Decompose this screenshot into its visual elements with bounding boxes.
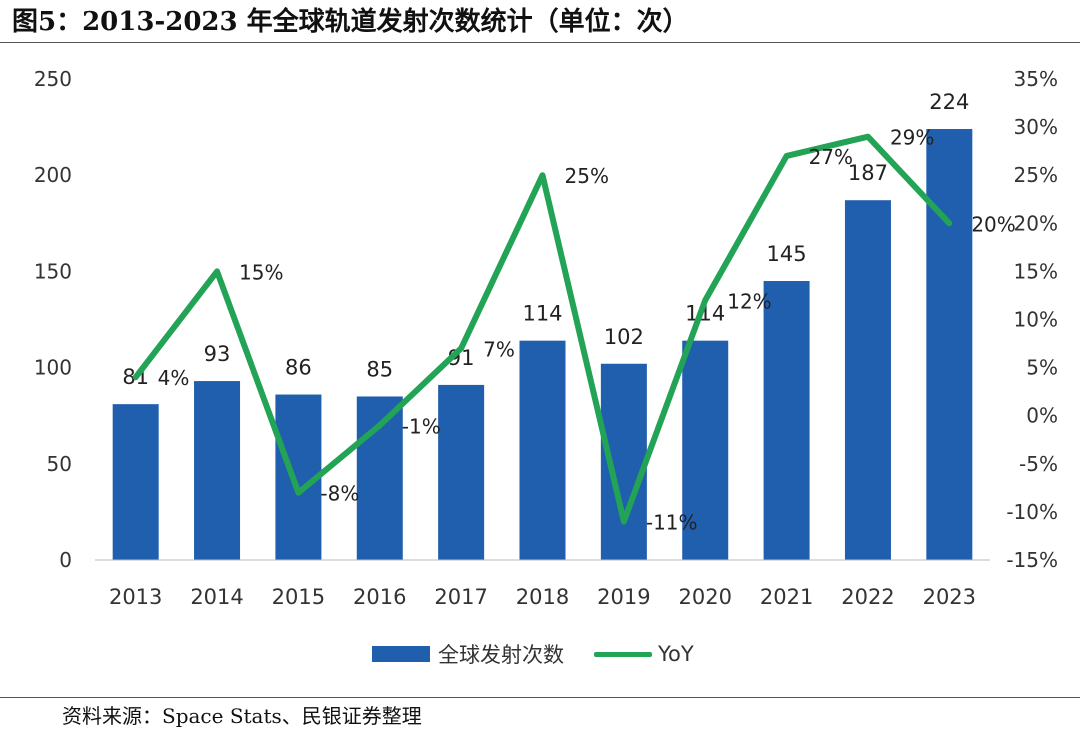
launch-chart: 0 50 100 150 200 250 -15% -10% -5% 0% 5% 10% 15% 20%…: [34, 67, 1058, 609]
yoy-value-label: 15%: [239, 260, 283, 284]
x-axis-tick-label: 2022: [841, 585, 894, 609]
bar-value-label: 114: [522, 302, 562, 326]
bar: [112, 404, 159, 560]
figure-title: 图5：2013-2023 年全球轨道发射次数统计（单位：次）: [12, 7, 689, 37]
title-divider: [0, 42, 1080, 43]
bar-value-label: 187: [848, 161, 888, 185]
left-axis-tick-label: 250: [34, 67, 72, 91]
legend-line-label: YoY: [658, 642, 694, 666]
bar: [926, 129, 973, 561]
left-axis-tick-label: 0: [59, 548, 72, 572]
right-axis-tick-label: -10%: [1006, 500, 1058, 524]
bar: [438, 384, 485, 560]
bar: [356, 396, 403, 560]
bar-value-label: 93: [204, 342, 231, 366]
bar: [763, 281, 810, 560]
right-axis-tick-label: 5%: [1026, 356, 1058, 380]
legend-bar-label: 全球发射次数: [438, 643, 564, 667]
x-axis-tick-label: 2017: [434, 585, 487, 609]
yoy-labels: 4% 15% -8% -1% 7% 25% -11% 12% 27% 29% 20%: [158, 126, 1016, 535]
bar-value-label: 145: [767, 242, 807, 266]
yoy-value-label: 20%: [971, 212, 1015, 236]
right-axis-tick-label: 25%: [1014, 163, 1058, 187]
x-axis-tick-label: 2013: [109, 585, 162, 609]
bar: [194, 381, 241, 560]
yoy-value-label: 25%: [565, 164, 609, 188]
legend-bar-swatch: [372, 646, 430, 662]
left-axis-tick-label: 150: [34, 259, 72, 283]
right-axis-tick-label: 0%: [1026, 404, 1058, 428]
yoy-series: [132, 133, 953, 525]
right-axis-tick-label: 15%: [1014, 259, 1058, 283]
source-note: 资料来源：Space Stats、民银证券整理: [62, 704, 422, 728]
left-axis-tick-label: 50: [47, 452, 72, 476]
right-axis-tick-label: -5%: [1019, 452, 1058, 476]
right-axis-tick-label: 20%: [1014, 211, 1058, 235]
x-axis-tick-label: 2018: [516, 585, 569, 609]
yoy-value-label: 4%: [158, 366, 190, 390]
x-axis-tick-label: 2019: [597, 585, 650, 609]
bar: [844, 200, 891, 560]
x-axis: 2013 2014 2015 2016 2017 2018 2019 2020 2021 2022…: [95, 559, 990, 609]
legend-line-swatch: [594, 651, 652, 657]
x-axis-tick-label: 2021: [760, 585, 813, 609]
x-axis-tick-label: 2016: [353, 585, 406, 609]
yoy-value-label: 12%: [727, 289, 771, 313]
yoy-value-label: 27%: [809, 145, 853, 169]
x-axis-tick-label: 2023: [923, 585, 976, 609]
yoy-value-label: 29%: [890, 126, 934, 150]
left-axis-tick-label: 200: [34, 163, 72, 187]
x-axis-tick-label: 2020: [679, 585, 732, 609]
bar: [519, 340, 566, 560]
yoy-value-label: -8%: [320, 482, 359, 506]
x-axis-tick-label: 2014: [190, 585, 243, 609]
bar-value-label: 102: [604, 325, 644, 349]
right-axis-tick-label: 10%: [1014, 308, 1058, 332]
bar-value-label: 85: [366, 357, 393, 381]
x-axis-tick-label: 2015: [272, 585, 325, 609]
left-axis-tick-label: 100: [34, 356, 72, 380]
yoy-value-label: 7%: [483, 337, 515, 361]
source-divider: [0, 697, 1080, 698]
bar-value-label: 224: [929, 90, 969, 114]
bar: [682, 340, 729, 560]
bar-value-label: 86: [285, 356, 312, 380]
yoy-value-label: -11%: [646, 511, 698, 535]
right-axis-tick-label: 35%: [1014, 67, 1058, 91]
right-axis: -15% -10% -5% 0% 5% 10% 15% 20% 25% 30% 35%: [1006, 67, 1058, 572]
left-axis: 0 50 100 150 200 250: [34, 67, 72, 572]
legend: 全球发射次数 YoY: [372, 640, 694, 668]
right-axis-tick-label: -15%: [1006, 548, 1058, 572]
right-axis-tick-label: 30%: [1014, 115, 1058, 139]
yoy-value-label: -1%: [402, 414, 441, 438]
